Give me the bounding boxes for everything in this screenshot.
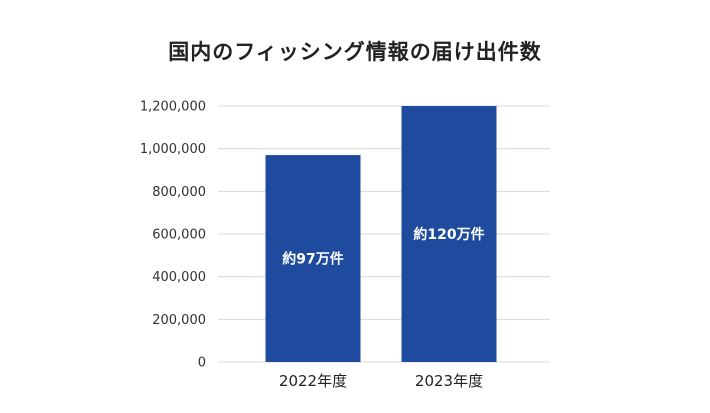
y-tick-label: 1,000,000 — [140, 142, 206, 157]
x-tick-label: 2022年度 — [279, 372, 347, 390]
bar — [401, 106, 497, 362]
data-label: 約97万件 — [282, 251, 343, 268]
chart-title: 国内のフィッシング情報の届け出件数 — [168, 40, 542, 64]
y-tick-label: 600,000 — [152, 228, 206, 243]
y-tick-label: 800,000 — [152, 185, 206, 200]
bar — [265, 155, 361, 362]
data-label: 約120万件 — [413, 226, 484, 243]
y-tick-label: 400,000 — [152, 270, 206, 285]
y-tick-label: 0 — [198, 356, 206, 371]
y-tick-label: 200,000 — [152, 313, 206, 328]
y-tick-label: 1,200,000 — [140, 100, 206, 115]
x-tick-label: 2023年度 — [415, 372, 483, 390]
